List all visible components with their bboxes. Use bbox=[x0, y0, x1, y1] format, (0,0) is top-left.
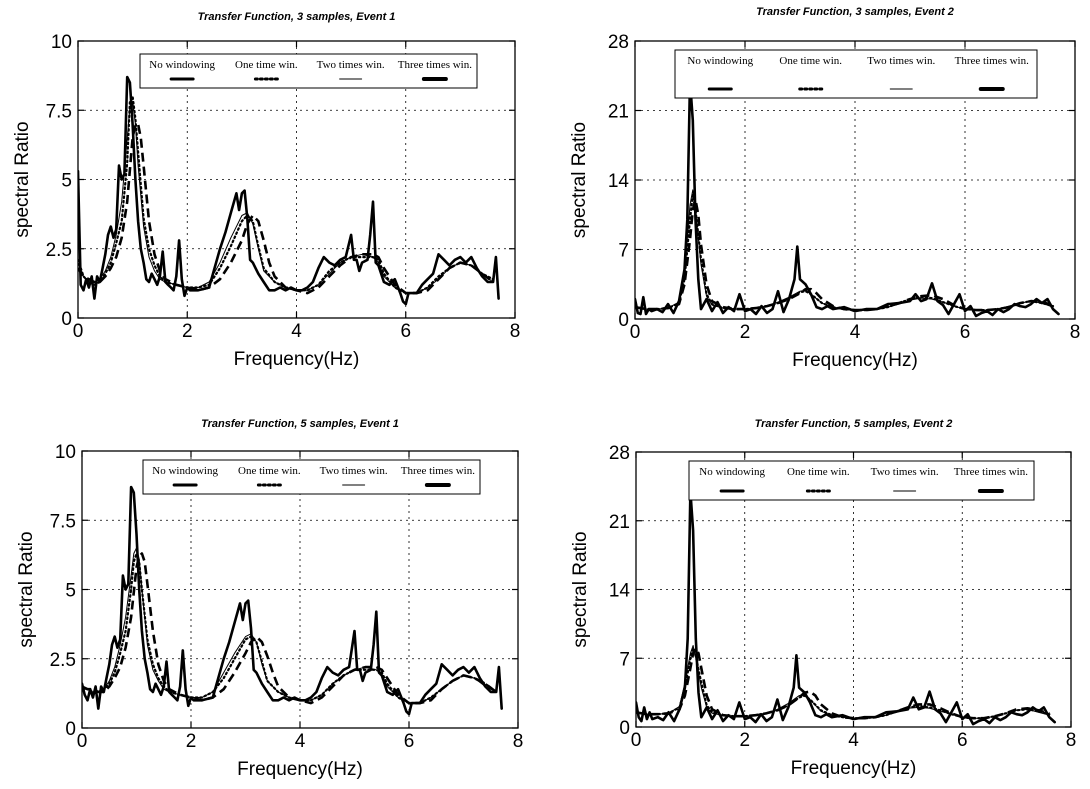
series-line-no-windowing bbox=[635, 79, 1060, 318]
series-line-three-times-win bbox=[78, 122, 494, 295]
x-tick-label: 0 bbox=[73, 321, 84, 342]
legend-label: Two times win. bbox=[320, 465, 388, 477]
y-axis-label: spectral Ratio bbox=[570, 531, 591, 647]
chart-title: Transfer Function, 3 samples, Event 2 bbox=[756, 6, 954, 18]
x-axis-label: Frequency(Hz) bbox=[237, 759, 363, 780]
legend-label: Two times win. bbox=[867, 55, 935, 67]
y-tick-label: 2.5 bbox=[46, 240, 72, 261]
legend-label: One time win. bbox=[238, 465, 301, 477]
legend-label: No windowing bbox=[699, 466, 765, 478]
chart-title: Transfer Function, 5 samples, Event 1 bbox=[201, 418, 399, 430]
y-tick-label: 0 bbox=[619, 718, 630, 739]
legend-label: No windowing bbox=[152, 465, 218, 477]
y-tick-label: 7.5 bbox=[50, 511, 76, 532]
y-axis-label: spectral Ratio bbox=[12, 121, 33, 237]
x-tick-label: 2 bbox=[186, 731, 197, 752]
y-tick-label: 10 bbox=[55, 442, 76, 463]
x-tick-label: 0 bbox=[630, 322, 641, 343]
legend-label: No windowing bbox=[687, 55, 753, 67]
x-tick-label: 2 bbox=[739, 730, 750, 751]
x-tick-label: 4 bbox=[291, 321, 302, 342]
y-tick-label: 28 bbox=[608, 32, 629, 53]
y-tick-label: 7 bbox=[618, 241, 629, 262]
legend-label: One time win. bbox=[235, 59, 298, 71]
legend-label: One time win. bbox=[787, 466, 850, 478]
legend-box bbox=[688, 460, 1035, 501]
series-line-no-windowing bbox=[636, 490, 1056, 726]
chart-panel-3: Transfer Function, 5 samples, Event 1 0 2 4… bbox=[16, 418, 523, 780]
x-tick-label: 4 bbox=[848, 730, 859, 751]
series-group bbox=[78, 75, 500, 306]
legend-box bbox=[674, 49, 1038, 99]
x-tick-label: 6 bbox=[400, 321, 411, 342]
chart-panel-2: Transfer Function, 3 samples, Event 2 0 2 4… bbox=[569, 6, 1080, 371]
x-tick-label: 0 bbox=[631, 730, 642, 751]
x-tick-label: 4 bbox=[850, 322, 861, 343]
series-group bbox=[635, 79, 1060, 318]
y-tick-label: 0 bbox=[61, 309, 72, 330]
series-line-one-time-win bbox=[82, 552, 498, 705]
x-tick-label: 4 bbox=[295, 731, 306, 752]
y-tick-label: 14 bbox=[608, 171, 630, 192]
legend: No windowing One time win. Two times win. T… bbox=[688, 460, 1035, 501]
y-tick-label: 0 bbox=[618, 310, 629, 331]
series-line-no-windowing bbox=[82, 485, 503, 716]
y-tick-label: 7.5 bbox=[46, 101, 72, 122]
y-tick-label: 0 bbox=[65, 719, 76, 740]
chart-title: Transfer Function, 3 samples, Event 1 bbox=[198, 11, 396, 23]
x-axis-label: Frequency(Hz) bbox=[791, 758, 917, 779]
legend-label: No windowing bbox=[149, 59, 215, 71]
legend-label: Two times win. bbox=[871, 466, 939, 478]
y-axis-label: spectral Ratio bbox=[569, 122, 590, 238]
x-tick-label: 2 bbox=[182, 321, 193, 342]
x-tick-label: 8 bbox=[510, 321, 521, 342]
series-line-three-times-win bbox=[636, 647, 1050, 720]
y-tick-label: 10 bbox=[51, 32, 72, 53]
x-tick-label: 8 bbox=[1070, 322, 1081, 343]
x-tick-label: 6 bbox=[957, 730, 968, 751]
x-tick-label: 6 bbox=[960, 322, 971, 343]
y-tick-label: 5 bbox=[61, 171, 72, 192]
legend-label: One time win. bbox=[779, 55, 842, 67]
legend-label: Two times win. bbox=[317, 59, 385, 71]
y-axis-label: spectral Ratio bbox=[16, 531, 37, 647]
legend-label: Three times win. bbox=[955, 55, 1029, 67]
y-tick-label: 5 bbox=[65, 581, 76, 602]
x-tick-label: 2 bbox=[740, 322, 751, 343]
series-line-three-times-win bbox=[635, 198, 1054, 312]
legend-box bbox=[142, 459, 481, 495]
legend: No windowing One time win. Two times win. T… bbox=[142, 459, 481, 495]
x-tick-label: 8 bbox=[513, 731, 524, 752]
chart-panel-4: Transfer Function, 5 samples, Event 2 0 2 4… bbox=[570, 418, 1076, 779]
series-group bbox=[82, 485, 503, 716]
y-tick-label: 2.5 bbox=[50, 650, 76, 671]
y-tick-label: 21 bbox=[608, 102, 629, 123]
x-axis-label: Frequency(Hz) bbox=[792, 350, 918, 371]
chart-title: Transfer Function, 5 samples, Event 2 bbox=[755, 418, 953, 430]
series-line-three-times-win bbox=[82, 552, 497, 705]
legend-label: Three times win. bbox=[398, 59, 472, 71]
x-tick-label: 0 bbox=[77, 731, 88, 752]
legend-label: Three times win. bbox=[954, 466, 1028, 478]
y-tick-label: 7 bbox=[619, 649, 630, 670]
x-tick-label: 8 bbox=[1066, 730, 1077, 751]
legend-box bbox=[139, 53, 478, 89]
x-axis-label: Frequency(Hz) bbox=[234, 349, 360, 370]
y-tick-label: 21 bbox=[609, 512, 630, 533]
series-line-two-times-win bbox=[82, 547, 497, 704]
y-tick-label: 14 bbox=[609, 581, 631, 602]
chart-panel-1: Transfer Function, 3 samples, Event 1 0 2 4… bbox=[12, 11, 520, 370]
legend-label: Three times win. bbox=[401, 465, 475, 477]
y-tick-label: 28 bbox=[609, 443, 630, 464]
series-group bbox=[636, 490, 1056, 726]
legend: No windowing One time win. Two times win. T… bbox=[674, 49, 1038, 99]
x-tick-label: 6 bbox=[404, 731, 415, 752]
legend: No windowing One time win. Two times win. T… bbox=[139, 53, 478, 89]
